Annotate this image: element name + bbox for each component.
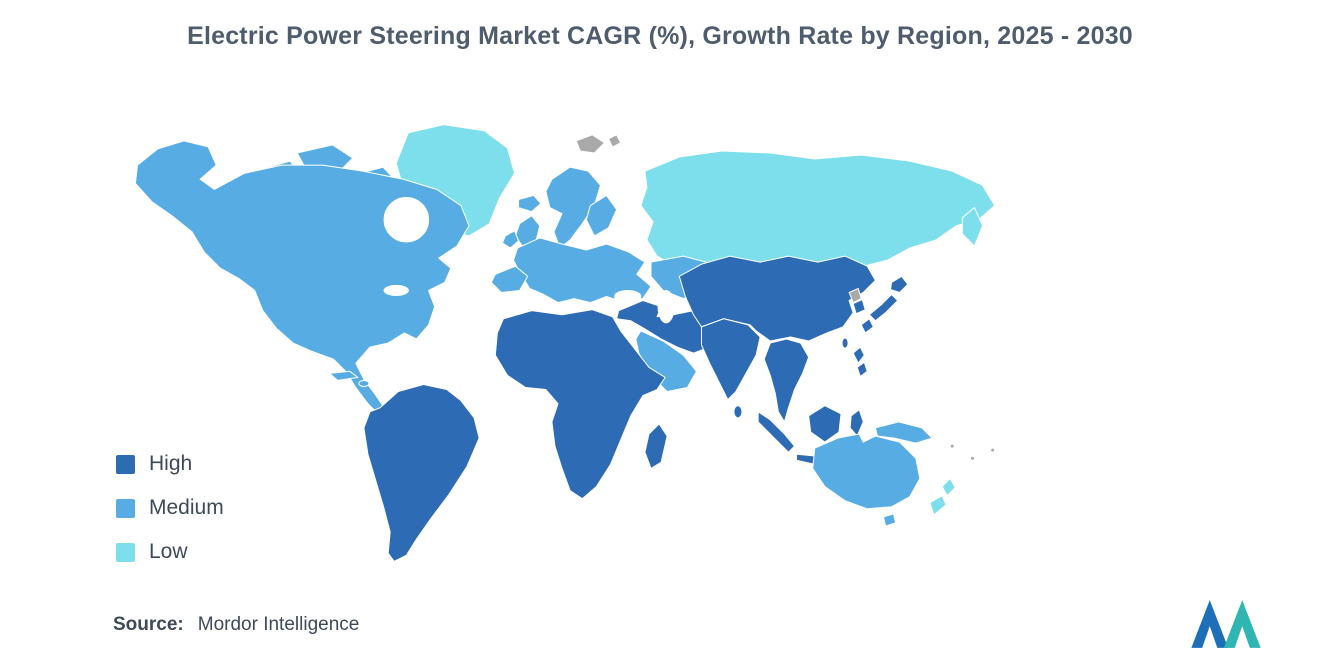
region-philippines-north (852, 346, 865, 364)
region-pacific-island-3 (990, 447, 996, 453)
region-new-zealand-south (929, 495, 947, 516)
region-madagascar (644, 423, 668, 469)
region-sri-lanka (733, 405, 743, 419)
legend-swatch-low (116, 542, 135, 562)
region-arabian-peninsula (635, 330, 697, 393)
region-philippines-south (856, 361, 868, 377)
region-cuba (329, 370, 359, 381)
source-label: Source: (113, 614, 184, 635)
region-australia (812, 433, 921, 510)
region-india (701, 318, 761, 401)
region-scandinavia (545, 166, 601, 249)
source-line: Source: Mordor Intelligence (113, 614, 359, 636)
legend-swatch-medium (116, 498, 135, 518)
legend-swatch-high (116, 454, 135, 474)
region-north-korea (848, 287, 862, 304)
black-sea (614, 289, 642, 304)
region-sulawesi (849, 409, 864, 437)
legend: High Medium Low (116, 452, 224, 564)
legend-label-low: Low (149, 540, 188, 563)
region-new-zealand-north (941, 477, 956, 497)
caspian-sea (657, 289, 675, 324)
region-tasmania (882, 513, 897, 527)
legend-item-medium: Medium (116, 496, 224, 520)
region-iberia (490, 265, 529, 293)
legend-label-medium: Medium (149, 496, 224, 519)
source-value: Mordor Intelligence (197, 614, 360, 635)
legend-label-high: High (149, 452, 193, 475)
region-finland (585, 194, 618, 237)
region-ireland (501, 230, 520, 249)
region-pacific-island-2 (969, 455, 975, 461)
region-japan-honshu (868, 294, 899, 322)
legend-item-high: High (116, 452, 224, 476)
region-new-guinea (874, 421, 933, 444)
region-taiwan (841, 337, 849, 349)
region-southeast-asia (763, 338, 810, 423)
hudson-bay (383, 196, 430, 243)
region-africa (494, 309, 666, 500)
region-svalbard-east (608, 134, 622, 148)
region-japan-hokkaido (890, 275, 909, 293)
mordor-intelligence-logo (1191, 600, 1261, 648)
world-map (134, 124, 996, 562)
region-sumatra (757, 411, 796, 453)
region-north-america (134, 140, 470, 415)
great-lakes (383, 284, 409, 297)
region-hispaniola (358, 379, 370, 388)
region-russia (640, 150, 996, 269)
region-south-america (363, 383, 480, 562)
region-south-korea (852, 299, 866, 315)
region-iceland (518, 194, 542, 213)
region-kamchatka (961, 207, 984, 247)
chart-title: Electric Power Steering Market CAGR (%),… (187, 22, 1133, 50)
region-svalbard (575, 134, 605, 154)
region-pacific-island-1 (949, 443, 955, 449)
region-borneo (808, 405, 842, 443)
legend-item-low: Low (116, 540, 224, 564)
region-japan-kyushu (860, 318, 874, 334)
